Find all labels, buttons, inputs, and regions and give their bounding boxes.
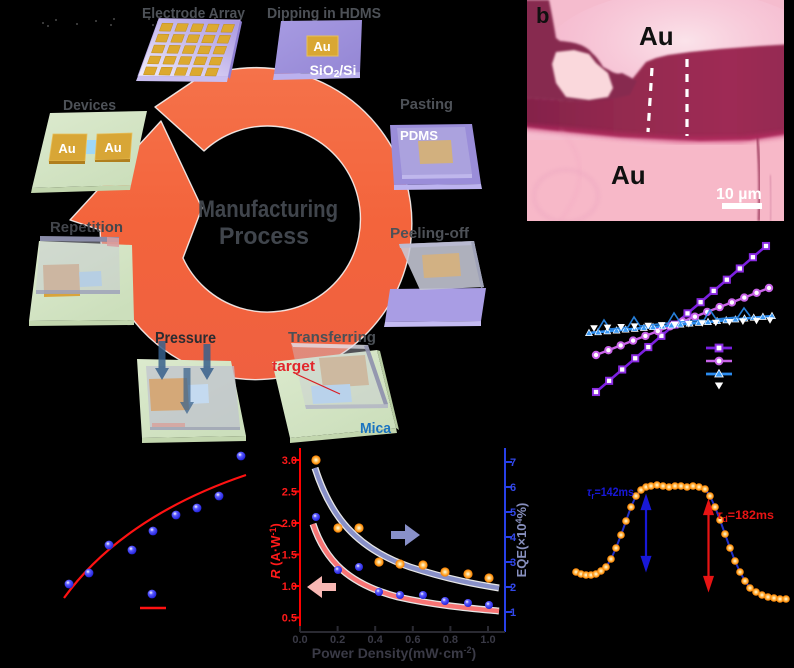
svg-text:Repetition: Repetition [50,219,123,236]
svg-text:Au: Au [58,141,75,156]
svg-text:Au: Au [313,39,330,54]
svg-text:5: 5 [510,507,516,519]
svg-text:EQE(×104%): EQE(×104%) [514,503,529,578]
svg-text:0.6: 0.6 [405,634,420,646]
svg-text:Power Density(mW·cm-2): Power Density(mW·cm-2) [312,645,476,661]
svg-text:1.5: 1.5 [282,550,297,562]
svg-text:3: 3 [510,557,516,569]
svg-text:10 µm: 10 µm [716,186,762,203]
svg-text:τd=182ms: τd=182ms [717,508,774,524]
svg-text:1.0: 1.0 [480,634,495,646]
svg-text:PDMS: PDMS [400,128,438,143]
svg-text:Transferring: Transferring [288,329,376,346]
svg-text:target: target [272,358,315,375]
svg-text:τr=142ms: τr=142ms [587,485,634,501]
svg-text:4: 4 [510,532,517,544]
svg-text:3.0: 3.0 [282,455,297,467]
svg-text:0.5: 0.5 [282,613,297,625]
svg-text:1: 1 [510,607,516,619]
svg-text:Au: Au [639,21,674,51]
svg-text:SiO2/Si: SiO2/Si [310,62,357,80]
svg-text:2: 2 [510,582,516,594]
svg-text:Au: Au [104,140,121,155]
svg-text:R (A·W-1): R (A·W-1) [268,523,283,579]
svg-text:Mica: Mica [360,420,392,437]
svg-text:Devices: Devices [63,97,116,114]
svg-text:0.4: 0.4 [368,634,384,646]
svg-text:Pasting: Pasting [400,96,453,113]
svg-text:0.2: 0.2 [330,634,345,646]
svg-text:Dipping in HDMS: Dipping in HDMS [267,5,381,22]
svg-text:Au: Au [611,160,646,190]
svg-text:0.8: 0.8 [443,634,458,646]
svg-text:Electrode Array: Electrode Array [142,5,246,22]
svg-text:2.0: 2.0 [282,518,297,530]
svg-text:Pressure: Pressure [155,330,216,347]
svg-text:Peeling-off: Peeling-off [390,225,470,242]
svg-text:6: 6 [510,482,516,494]
svg-text:Manufacturing: Manufacturing [198,196,338,223]
svg-text:b: b [536,3,549,28]
svg-text:1.0: 1.0 [282,581,297,593]
svg-text:7: 7 [510,457,516,469]
svg-text:Process: Process [219,223,309,250]
svg-text:0.0: 0.0 [292,634,307,646]
svg-text:2.5: 2.5 [282,487,297,499]
